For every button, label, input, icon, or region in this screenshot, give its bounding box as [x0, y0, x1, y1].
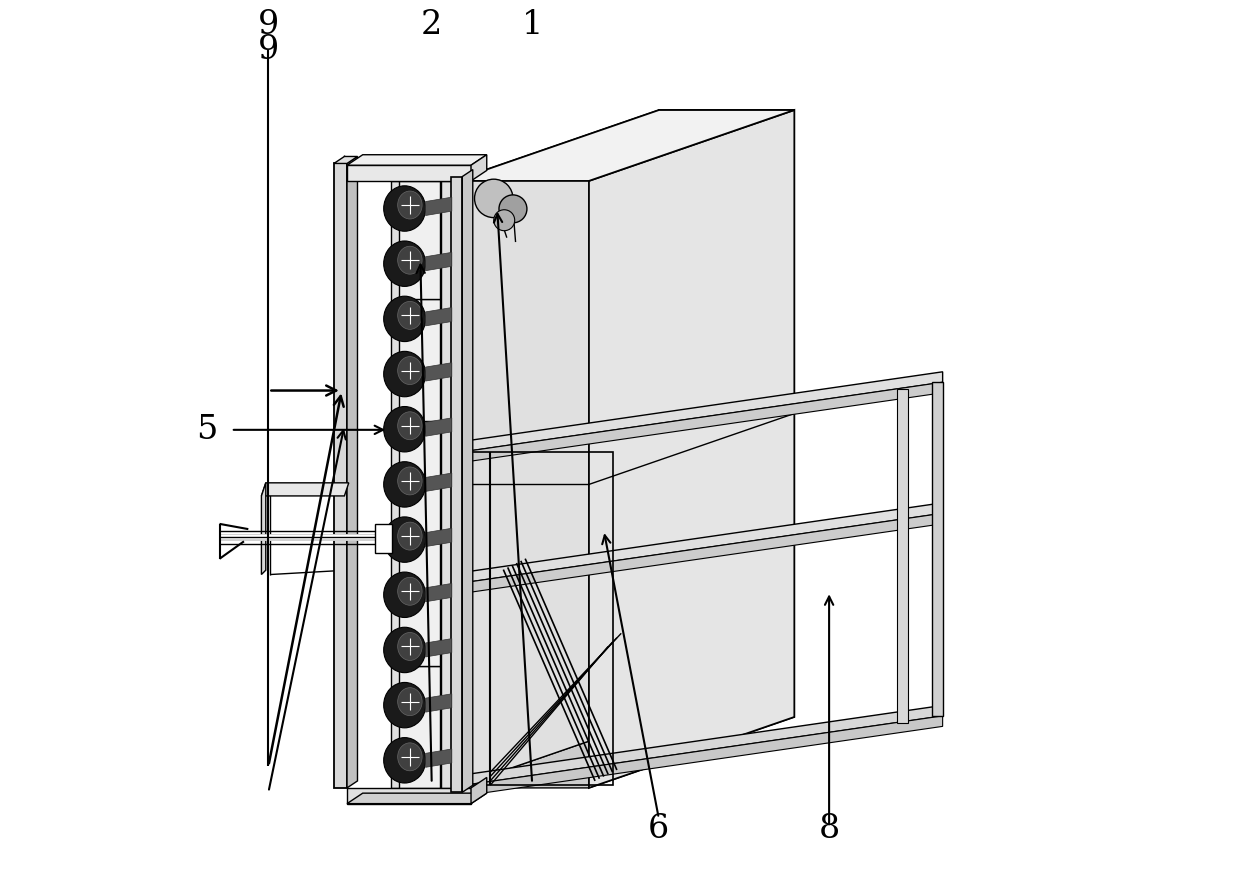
Polygon shape: [426, 583, 452, 602]
Ellipse shape: [384, 517, 426, 562]
Polygon shape: [347, 155, 487, 166]
Ellipse shape: [384, 627, 426, 673]
Polygon shape: [465, 716, 943, 796]
Ellipse shape: [398, 246, 422, 274]
Polygon shape: [897, 389, 908, 722]
Circle shape: [499, 195, 527, 223]
Polygon shape: [426, 529, 452, 546]
Polygon shape: [426, 418, 452, 436]
Polygon shape: [589, 110, 794, 788]
Ellipse shape: [398, 743, 422, 771]
Ellipse shape: [384, 406, 426, 452]
Text: 5: 5: [197, 414, 218, 446]
Polygon shape: [453, 717, 794, 788]
Polygon shape: [426, 693, 452, 712]
Ellipse shape: [398, 577, 422, 605]
Ellipse shape: [398, 633, 422, 661]
Polygon shape: [426, 749, 452, 767]
Polygon shape: [347, 166, 471, 181]
Polygon shape: [465, 503, 943, 582]
Ellipse shape: [398, 411, 422, 440]
Polygon shape: [426, 639, 452, 657]
Ellipse shape: [384, 241, 426, 286]
Polygon shape: [659, 110, 794, 717]
Ellipse shape: [384, 683, 426, 728]
Polygon shape: [347, 793, 487, 803]
Ellipse shape: [384, 296, 426, 342]
Polygon shape: [465, 382, 943, 463]
Ellipse shape: [398, 191, 422, 219]
Polygon shape: [335, 157, 358, 164]
Ellipse shape: [398, 301, 422, 329]
Ellipse shape: [398, 688, 422, 715]
Polygon shape: [335, 164, 347, 788]
Text: 9: 9: [258, 9, 279, 41]
Text: 9: 9: [258, 34, 279, 66]
Circle shape: [493, 210, 514, 231]
Text: 6: 6: [648, 812, 669, 845]
Polygon shape: [426, 197, 452, 216]
Polygon shape: [396, 299, 440, 421]
Polygon shape: [426, 307, 452, 326]
Polygon shape: [462, 169, 473, 792]
Polygon shape: [426, 363, 452, 381]
Polygon shape: [426, 252, 452, 270]
Polygon shape: [396, 421, 440, 544]
Polygon shape: [390, 181, 399, 788]
Text: 2: 2: [421, 9, 442, 41]
Polygon shape: [347, 788, 471, 803]
Ellipse shape: [398, 522, 422, 550]
Polygon shape: [261, 483, 348, 496]
Circle shape: [475, 179, 513, 218]
Ellipse shape: [384, 462, 426, 507]
Polygon shape: [471, 777, 487, 803]
Polygon shape: [396, 666, 440, 788]
Polygon shape: [453, 110, 794, 181]
Polygon shape: [426, 473, 452, 492]
Polygon shape: [396, 544, 440, 666]
Polygon shape: [932, 382, 943, 716]
Polygon shape: [375, 524, 393, 552]
Polygon shape: [451, 176, 462, 792]
Ellipse shape: [384, 737, 426, 783]
Polygon shape: [396, 181, 440, 299]
Polygon shape: [465, 514, 943, 593]
Ellipse shape: [384, 572, 426, 618]
Ellipse shape: [384, 352, 426, 396]
Polygon shape: [465, 372, 943, 452]
Text: 8: 8: [819, 812, 840, 845]
Polygon shape: [441, 181, 452, 788]
Polygon shape: [465, 706, 943, 785]
Polygon shape: [347, 157, 358, 788]
Text: 1: 1: [522, 9, 543, 41]
Polygon shape: [261, 483, 266, 574]
Ellipse shape: [384, 186, 426, 231]
Ellipse shape: [398, 357, 422, 384]
Polygon shape: [453, 110, 659, 788]
Ellipse shape: [398, 467, 422, 495]
Polygon shape: [471, 155, 487, 181]
